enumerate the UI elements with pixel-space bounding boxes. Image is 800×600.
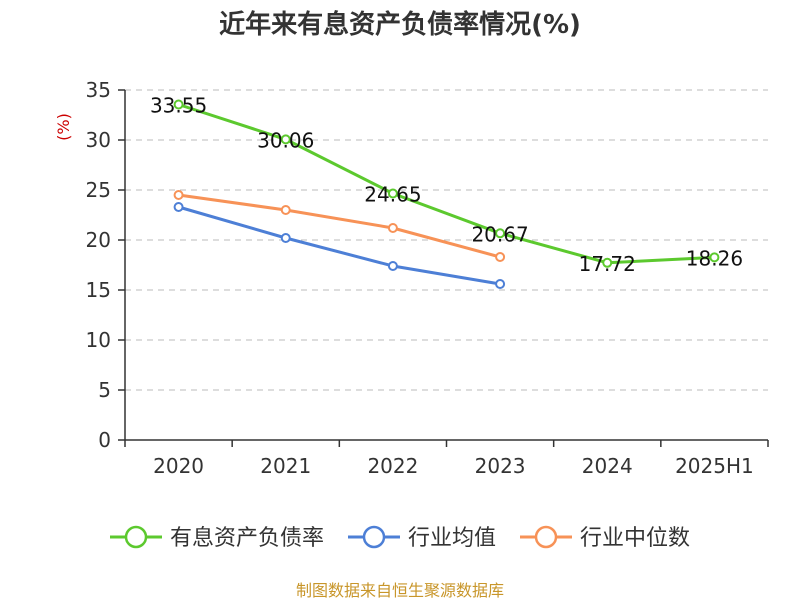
y-tick-label: 5 bbox=[98, 378, 111, 402]
legend: 有息资产负债率 行业均值 行业中位数 bbox=[110, 525, 690, 551]
legend-label: 行业均值 bbox=[408, 526, 496, 551]
y-tick-label: 0 bbox=[98, 428, 111, 452]
series-line bbox=[178, 193, 501, 259]
x-tick-label: 2022 bbox=[367, 454, 418, 478]
data-point bbox=[280, 134, 291, 145]
y-tick-label: 20 bbox=[86, 228, 111, 252]
data-label: 33.55 bbox=[150, 94, 207, 118]
y-tick-label: 10 bbox=[86, 328, 111, 352]
data-point bbox=[280, 205, 291, 215]
data-point bbox=[173, 202, 184, 212]
data-point bbox=[495, 228, 506, 239]
source-note: 制图数据来自恒生聚源数据库 bbox=[296, 581, 504, 600]
x-tick-label: 2024 bbox=[582, 454, 633, 478]
legend-label: 有息资产负债率 bbox=[170, 526, 324, 551]
x-tick-label: 2025H1 bbox=[675, 454, 754, 478]
x-tick-label: 2023 bbox=[475, 454, 526, 478]
legend-item[interactable]: 行业均值 bbox=[348, 525, 496, 551]
legend-item[interactable]: 有息资产负债率 bbox=[110, 525, 324, 551]
data-point bbox=[173, 190, 184, 200]
x-tick-label: 2021 bbox=[260, 454, 311, 478]
legend-marker-icon bbox=[362, 525, 386, 549]
y-tick-label: 30 bbox=[86, 128, 111, 152]
legend-marker-icon bbox=[534, 525, 558, 549]
y-axis-unit-label: (%) bbox=[54, 113, 73, 141]
data-point bbox=[173, 99, 184, 110]
data-point bbox=[280, 233, 291, 243]
axes: 0 5 10 15 20 25 30 35 2020 2021 2022 2023 2024 2025H1 bbox=[86, 78, 769, 478]
data-point bbox=[387, 188, 398, 199]
series-0 bbox=[173, 99, 720, 268]
data-point bbox=[387, 223, 398, 233]
data-label: 20.67 bbox=[471, 222, 528, 246]
chart-title: 近年来有息资产负债率情况(%) bbox=[219, 9, 581, 40]
data-labels: 33.55 30.06 24.65 20.67 17.72 18.26 bbox=[150, 94, 743, 276]
data-point bbox=[495, 279, 506, 289]
legend-item[interactable]: 行业中位数 bbox=[520, 525, 690, 551]
series-group bbox=[173, 99, 720, 289]
data-label: 24.65 bbox=[364, 183, 421, 207]
legend-marker-icon bbox=[124, 525, 148, 549]
y-tick-label: 15 bbox=[86, 278, 111, 302]
series-2 bbox=[173, 190, 506, 262]
legend-label: 行业中位数 bbox=[580, 526, 690, 551]
series-1 bbox=[173, 202, 506, 289]
data-label: 17.72 bbox=[579, 252, 636, 276]
series-line bbox=[178, 205, 501, 286]
series-line bbox=[178, 103, 715, 265]
data-label: 30.06 bbox=[257, 128, 314, 152]
data-point bbox=[387, 261, 398, 271]
y-tick-label: 25 bbox=[86, 178, 111, 202]
x-tick-label: 2020 bbox=[153, 454, 204, 478]
grid-lines bbox=[125, 89, 768, 391]
data-point bbox=[495, 252, 506, 262]
data-point bbox=[709, 252, 720, 263]
data-point bbox=[602, 257, 613, 268]
y-tick-label: 35 bbox=[86, 78, 111, 102]
data-label: 18.26 bbox=[686, 246, 743, 270]
